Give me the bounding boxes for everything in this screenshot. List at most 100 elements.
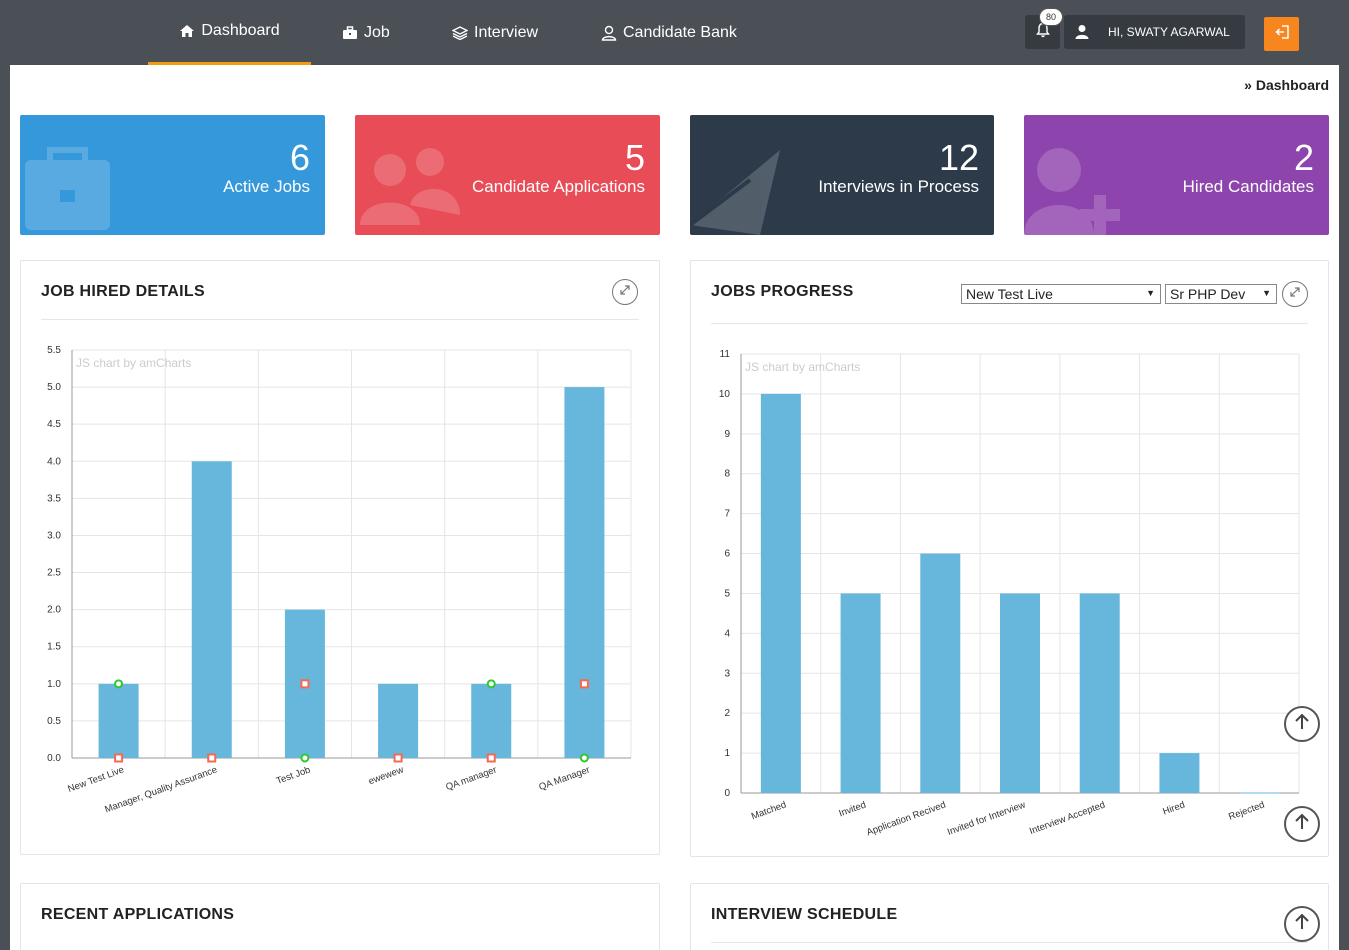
y-tick-label: 5.0: [47, 382, 61, 393]
expand-button[interactable]: [612, 279, 638, 305]
chart-bar: [471, 683, 512, 758]
chart-bar: [564, 387, 605, 758]
x-tick-label: Interview Accepted: [1028, 799, 1107, 837]
layers-icon: [452, 25, 468, 40]
y-tick-label: 11: [720, 349, 731, 360]
y-tick-label: 3.0: [47, 530, 61, 541]
red-marker: [486, 753, 496, 763]
x-tick-label: Invited for Interview: [946, 799, 1027, 838]
x-tick-label: Matched: [750, 799, 788, 822]
scroll-top-button[interactable]: [1284, 906, 1320, 942]
x-tick-label: Hired: [1161, 799, 1186, 817]
chart-credit: JS chart by amCharts: [745, 360, 860, 374]
x-tick-label: QA Manager: [538, 764, 592, 793]
job-hired-details-panel: JOB HIRED DETAILS 0.0 0.5 1.0 1.5 2.0 2.5 3.0 3…: [20, 260, 660, 855]
chart-bar: [191, 461, 232, 758]
red-marker: [579, 679, 589, 689]
briefcase-icon: [20, 140, 120, 235]
jobs-progress-panel: JOBS PROGRESS New Test Live ▼ Sr PHP Dev…: [690, 260, 1329, 857]
recent-applications-panel: RECENT APPLICATIONS: [20, 883, 660, 950]
breadcrumb: » Dashboard: [1244, 77, 1329, 93]
nav-candidate-bank-label: Candidate Bank: [623, 23, 737, 41]
x-tick-label: Application Recived: [865, 799, 947, 838]
x-tick-label: Invited: [838, 799, 868, 819]
red-marker: [114, 753, 124, 763]
y-tick-label: 4.5: [47, 419, 61, 430]
green-marker: [114, 679, 124, 689]
scroll-top-button[interactable]: [1284, 806, 1320, 842]
nav-interview-label: Interview: [474, 23, 539, 41]
nav-candidate-bank[interactable]: Candidate Bank: [601, 0, 737, 65]
y-tick-label: 1: [724, 748, 730, 759]
panel-title: RECENT APPLICATIONS: [41, 906, 235, 923]
logout-button[interactable]: [1264, 17, 1299, 51]
y-tick-label: 2.0: [47, 605, 61, 616]
chart-bar: [378, 683, 419, 758]
y-tick-label: 10: [719, 389, 731, 400]
stat-label: Candidate Applications: [472, 177, 645, 196]
y-tick-label: 3.5: [47, 493, 61, 504]
y-tick-label: 1.0: [47, 679, 61, 690]
nav-dashboard[interactable]: Dashboard: [148, 0, 311, 65]
home-icon: [179, 24, 195, 38]
stat-value: 2: [1293, 137, 1314, 178]
user-icon: [1074, 24, 1090, 40]
stat-card-hired-candidates[interactable]: 2 Hired Candidates: [1024, 115, 1329, 235]
y-tick-label: 5: [724, 588, 730, 599]
panel-title: JOBS PROGRESS: [711, 283, 854, 300]
scroll-top-button[interactable]: [1284, 706, 1320, 742]
main-content: » Dashboard 6 Active Jobs 5 Candidate App…: [10, 65, 1339, 950]
chart-bar: [98, 683, 139, 758]
expand-icon: [1289, 285, 1301, 303]
x-tick-label: ewewew: [367, 764, 405, 787]
expand-button[interactable]: [1282, 281, 1308, 307]
x-tick-label: New Test Live: [66, 764, 125, 795]
red-marker: [393, 753, 403, 763]
panel-title: JOB HIRED DETAILS: [41, 283, 205, 300]
x-tick-label: QA manager: [444, 764, 498, 793]
jobs-progress-chart: 0 1 2 3 4 5 6 7 8 9 10 11 JS chart by amCharts Matche…: [719, 349, 1300, 838]
stat-card-active-jobs[interactable]: 6 Active Jobs: [20, 115, 325, 235]
stat-label: Interviews in Process: [818, 177, 979, 196]
user-greeting: HI, SWATY AGARWAL: [1108, 25, 1230, 39]
panel-divider: [41, 319, 639, 320]
nav-interview[interactable]: Interview: [452, 0, 538, 65]
y-tick-label: 2: [724, 708, 730, 719]
chart-bar: [760, 393, 801, 793]
top-navbar: Dashboard Job Interview Candidate Bank 8…: [0, 0, 1349, 65]
role-select[interactable]: Sr PHP Dev ▼: [1165, 284, 1277, 304]
arrow-up-icon: [1294, 913, 1310, 936]
stat-value: 6: [289, 137, 310, 178]
panel-divider: [711, 942, 1308, 943]
nav-dashboard-label: Dashboard: [201, 22, 280, 39]
job-hired-chart: 0.0 0.5 1.0 1.5 2.0 2.5 3.0 3.5 4.0 4.5 5.0 5.5 JS c…: [47, 345, 632, 815]
nav-job[interactable]: Job: [342, 0, 390, 65]
y-tick-label: 0.0: [47, 753, 61, 764]
dropdown-arrow-icon: ▼: [1262, 288, 1271, 298]
y-tick-label: 1.5: [47, 642, 61, 653]
y-tick-label: 4.0: [47, 456, 61, 467]
briefcase-icon: [342, 25, 358, 40]
chart-bar: [1000, 593, 1040, 793]
user-menu[interactable]: HI, SWATY AGARWAL: [1064, 15, 1245, 49]
sign-out-icon: [1274, 24, 1290, 45]
role-select-value: Sr PHP Dev: [1170, 286, 1246, 302]
chart-bar: [1079, 593, 1120, 793]
y-tick-label: 9: [724, 429, 730, 440]
stat-card-candidate-applications[interactable]: 5 Candidate Applications: [355, 115, 660, 235]
user-plus-icon: [1024, 140, 1134, 235]
breadcrumb-current[interactable]: Dashboard: [1255, 77, 1329, 93]
green-marker: [486, 679, 496, 689]
y-tick-label: 0: [724, 788, 730, 799]
chart-credit: JS chart by amCharts: [76, 356, 191, 370]
stat-card-interviews-in-process[interactable]: 12 Interviews in Process: [690, 115, 994, 235]
y-tick-label: 3: [724, 668, 730, 679]
users-icon: [355, 140, 465, 235]
green-marker: [579, 753, 589, 763]
y-tick-label: 4: [724, 628, 730, 639]
y-tick-label: 7: [724, 509, 730, 520]
stat-value: 5: [624, 137, 645, 178]
nav-job-label: Job: [364, 23, 390, 41]
job-select[interactable]: New Test Live ▼: [961, 284, 1161, 304]
y-tick-label: 5.5: [47, 345, 61, 356]
